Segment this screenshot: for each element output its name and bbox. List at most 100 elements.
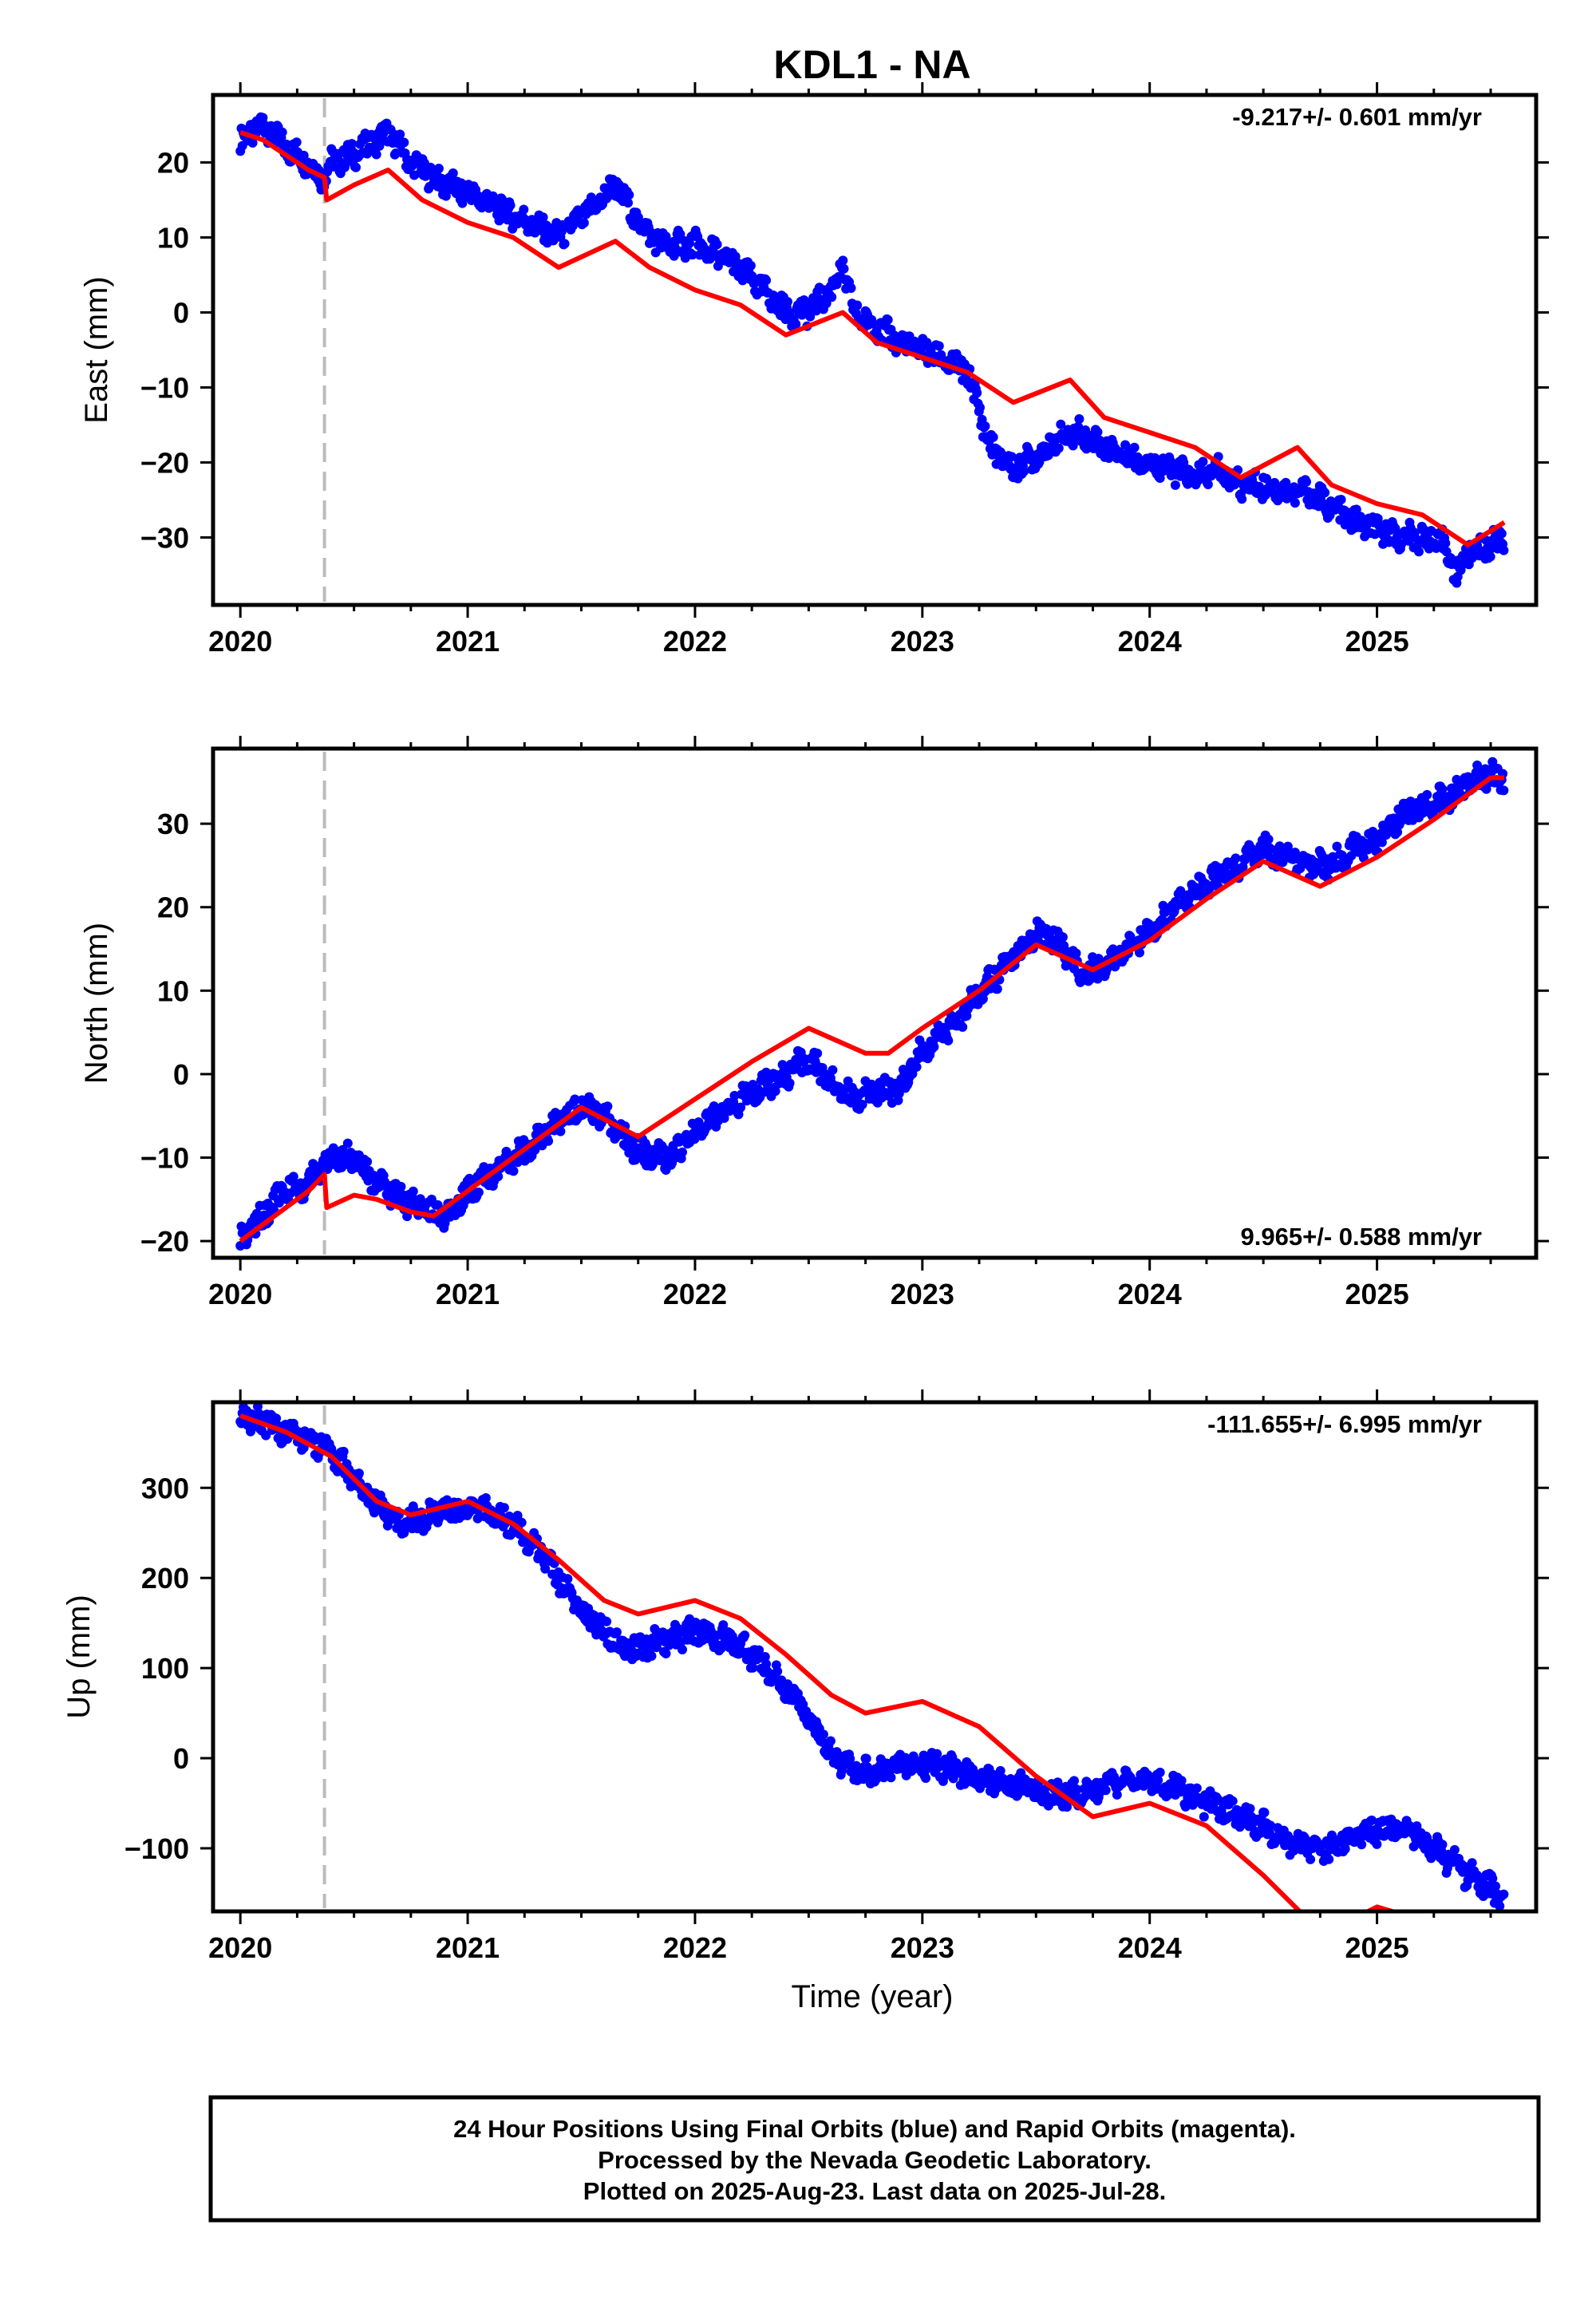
y-axis-label: Up (mm): [61, 1595, 97, 1719]
data-point: [1069, 1776, 1079, 1786]
data-point: [1068, 441, 1078, 451]
data-point: [1496, 528, 1507, 539]
data-point: [499, 1503, 509, 1513]
x-tick-label: 2020: [208, 1278, 272, 1310]
data-point: [988, 432, 998, 442]
data-point: [883, 314, 893, 325]
data-point: [1499, 545, 1509, 555]
data-point: [678, 1147, 687, 1157]
data-point: [736, 1102, 746, 1113]
data-point: [1263, 834, 1274, 844]
data-point: [748, 1662, 758, 1673]
x-tick-label: 2021: [436, 1278, 500, 1310]
data-point: [867, 318, 878, 329]
data-point: [678, 1645, 687, 1654]
data-point: [761, 275, 772, 286]
y-axis-label: East (mm): [79, 276, 114, 423]
data-point: [669, 251, 679, 261]
data-point: [1340, 1844, 1350, 1854]
x-tick-label: 2023: [891, 625, 954, 658]
data-point: [274, 1198, 284, 1208]
data-point: [508, 1166, 519, 1176]
data-point: [530, 1144, 540, 1155]
data-point: [1238, 862, 1248, 872]
data-point: [1074, 414, 1084, 424]
data-point: [932, 1749, 942, 1759]
data-point: [1346, 851, 1357, 861]
data-point: [570, 1094, 580, 1105]
footer-box: 24 Hour Positions Using Final Orbits (bl…: [208, 2095, 1541, 2223]
data-point: [760, 1652, 770, 1662]
data-point: [1198, 456, 1208, 467]
x-tick-label: 2025: [1345, 1931, 1409, 1964]
data-point: [709, 1101, 719, 1111]
data-point: [611, 1627, 622, 1638]
data-point: [346, 139, 357, 149]
north-panel: 2020 2021 2022 2023 2024 2025 −20 −10 0 10 20 30 Nor…: [79, 736, 1549, 1310]
data-point: [494, 215, 504, 226]
data-point: [1227, 1796, 1238, 1806]
data-point: [291, 137, 302, 148]
data-point: [341, 159, 351, 168]
data-point: [772, 1666, 783, 1677]
rate-label: -9.217+/- 0.601 mm/yr: [1232, 103, 1482, 131]
data-point: [1422, 789, 1432, 800]
plot-frame: [211, 746, 1539, 1260]
data-point: [1129, 442, 1140, 453]
y-tick-label: 200: [141, 1562, 189, 1595]
x-tick-label: 2025: [1345, 625, 1409, 658]
plot-frame: [211, 93, 1539, 607]
x-tick-label: 2022: [663, 1931, 727, 1964]
data-point: [1092, 427, 1103, 437]
data-point: [821, 298, 832, 309]
data-point: [852, 300, 863, 310]
y-tick-label: −100: [124, 1832, 189, 1865]
data-point: [1259, 1808, 1270, 1818]
data-point: [473, 1188, 484, 1197]
data-point: [1057, 932, 1068, 943]
data-point: [1336, 495, 1346, 504]
data-point: [623, 198, 633, 208]
data-point: [1483, 1881, 1494, 1891]
data-point: [1367, 1815, 1377, 1825]
data-point: [540, 1563, 551, 1574]
data-point: [646, 1651, 657, 1661]
data-point: [812, 1048, 823, 1058]
data-point: [351, 162, 361, 172]
data-point: [440, 1218, 450, 1228]
data-point: [1487, 1873, 1498, 1883]
data-point: [1437, 784, 1448, 794]
x-tick-label: 2025: [1345, 1278, 1409, 1310]
data-point: [1414, 547, 1424, 557]
data-point: [1100, 1785, 1111, 1796]
data-point: [740, 1630, 750, 1640]
model-curve: [239, 1413, 1401, 1911]
data-point: [519, 204, 529, 215]
data-point: [845, 1753, 855, 1764]
data-point: [661, 1649, 671, 1658]
data-point: [362, 1156, 373, 1167]
data-point: [1155, 1767, 1165, 1777]
data-point: [1495, 1901, 1505, 1911]
y-tick-label: 0: [173, 297, 189, 330]
y-tick-label: −20: [140, 1225, 189, 1258]
footer-line-1: 24 Hour Positions Using Final Orbits (bl…: [453, 2115, 1296, 2143]
data-point: [559, 239, 570, 249]
x-tick-label: 2021: [436, 625, 500, 658]
data-point: [770, 1086, 780, 1097]
data-point: [1390, 524, 1400, 534]
data-point: [718, 1620, 729, 1630]
rate-label: -111.655+/- 6.995 mm/yr: [1207, 1410, 1482, 1438]
data-point: [493, 1172, 504, 1182]
data-point: [1449, 1844, 1460, 1855]
data-point: [729, 1090, 740, 1101]
data-point: [402, 1211, 413, 1222]
data-point: [1199, 1812, 1209, 1822]
data-point: [1071, 948, 1081, 958]
data-point: [277, 127, 287, 137]
footer-line-2: Processed by the Nevada Geodetic Laborat…: [598, 2146, 1152, 2174]
x-tick-label: 2023: [891, 1278, 954, 1310]
data-point: [800, 298, 810, 309]
